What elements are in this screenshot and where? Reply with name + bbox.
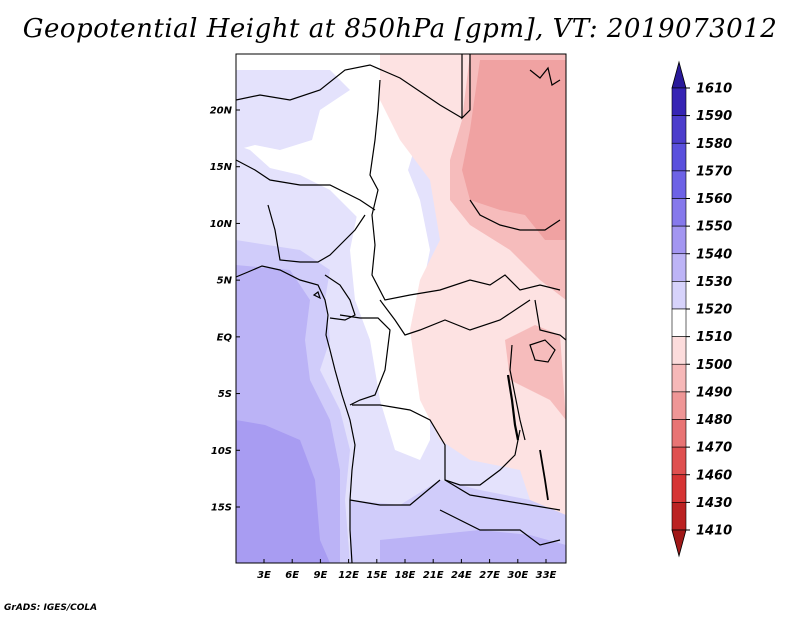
- colorbar-label: 1560: [696, 192, 732, 207]
- colorbar-segment: [671, 336, 687, 365]
- grads-credit: GrADS: IGES/COLA: [4, 603, 98, 613]
- lon-tick-label: 33E: [536, 570, 557, 581]
- lat-tick-label: 5S: [218, 389, 232, 400]
- lat-tick-label: 10N: [210, 219, 233, 230]
- field-1550-southwest: [236, 420, 330, 563]
- colorbar-label: 1520: [696, 303, 732, 318]
- colorbar-segment: [671, 502, 687, 531]
- colorbar-segment: [671, 142, 687, 172]
- colorbar-label: 1470: [696, 441, 732, 456]
- colorbar-label: 1490: [696, 385, 732, 400]
- bioko-island: [312, 291, 322, 300]
- lon-tick-label: 12E: [338, 570, 359, 581]
- colorbar-segment: [671, 308, 687, 337]
- border-sudan-chad: [369, 79, 561, 301]
- border-east-lakes: [509, 344, 526, 441]
- colorbar-segment: [671, 446, 687, 476]
- lake-tanganyika: [506, 374, 520, 441]
- colorbar-label: 1590: [696, 109, 732, 124]
- map-title: Geopotential Height at 850hPa [gpm], VT:…: [22, 14, 778, 44]
- lon-tick-label: 9E: [314, 570, 328, 581]
- latitude-axis: 20N 15N 10N 5N EQ 5S 10S 15S: [210, 106, 240, 514]
- field-1490-lakes: [505, 325, 566, 420]
- colorbar-label: 1430: [696, 496, 732, 511]
- colorbar-segment: [671, 198, 687, 227]
- colorbar-label: 1410: [696, 524, 732, 539]
- lat-tick-label: 10S: [211, 446, 232, 457]
- colorbar-label: 1500: [696, 358, 732, 373]
- colorbar-segment: [671, 391, 687, 420]
- lon-tick-label: 24E: [451, 570, 472, 581]
- colorbar-label: 1570: [696, 164, 732, 179]
- colorbar-label: 1610: [696, 82, 732, 97]
- red-sea-coast: [529, 66, 561, 86]
- colorbar: 1610 1590 1580 1570 1560 1550 1540 1530 1520 1510…: [671, 60, 732, 558]
- colorbar-label: 1530: [696, 275, 732, 290]
- colorbar-segment: [671, 474, 687, 503]
- border-upper-east: [469, 199, 561, 231]
- colorbar-top-arrow: [671, 60, 687, 89]
- lat-tick-label: 15N: [210, 162, 233, 173]
- lon-tick-label: 21E: [423, 570, 444, 581]
- colorbar-label: 1580: [696, 137, 732, 152]
- colorbar-bottom-arrow: [671, 529, 687, 558]
- border-libya-egypt: [461, 54, 471, 120]
- lat-tick-label: 5N: [217, 276, 233, 287]
- lake-malawi: [539, 449, 549, 501]
- height-field: [236, 54, 566, 563]
- border-east-africa: [534, 299, 566, 341]
- border-congo: [339, 314, 391, 406]
- border-zambia: [444, 479, 561, 511]
- lon-tick-label: 18E: [395, 570, 416, 581]
- colorbar-label: 1540: [696, 247, 732, 262]
- lat-tick-label: EQ: [217, 332, 233, 343]
- colorbar-segment: [671, 281, 687, 310]
- colorbar-segment: [671, 170, 687, 199]
- colorbar-segment: [671, 419, 687, 448]
- lat-tick-label: 15S: [211, 503, 232, 514]
- longitude-axis: 3E 6E 9E 12E 15E 18E 21E 24E 27E 30E 33E: [257, 559, 557, 581]
- colorbar-segment: [671, 363, 687, 393]
- colorbar-label: 1480: [696, 413, 732, 428]
- border-southern: [439, 509, 561, 546]
- colorbar-segment: [671, 225, 687, 255]
- lat-tick-label: 20N: [210, 106, 233, 117]
- colorbar-label: 1510: [696, 330, 732, 345]
- lon-tick-label: 6E: [285, 570, 299, 581]
- field-1540-south: [380, 530, 566, 563]
- border-car: [379, 299, 531, 336]
- colorbar-label: 1550: [696, 220, 732, 235]
- border-cameroon: [324, 274, 356, 321]
- lon-tick-label: 15E: [366, 570, 387, 581]
- coastline-west-africa: [236, 265, 356, 563]
- field-1480-core: [462, 60, 566, 240]
- lake-victoria: [529, 339, 556, 363]
- map-frame: [235, 53, 567, 564]
- lon-tick-label: 27E: [479, 570, 500, 581]
- colorbar-segment: [671, 87, 687, 116]
- border-north: [236, 64, 463, 119]
- field-1520-west-sahel: [236, 70, 350, 150]
- border-nigeria: [267, 204, 366, 263]
- border-sahel: [236, 159, 376, 211]
- lon-tick-label: 30E: [507, 570, 528, 581]
- lon-tick-label: 3E: [257, 570, 271, 581]
- colorbar-label: 1460: [696, 468, 732, 483]
- border-angola-south: [349, 479, 441, 506]
- colorbar-segment: [671, 253, 687, 282]
- boundaries: [236, 54, 566, 563]
- colorbar-segment: [671, 115, 687, 144]
